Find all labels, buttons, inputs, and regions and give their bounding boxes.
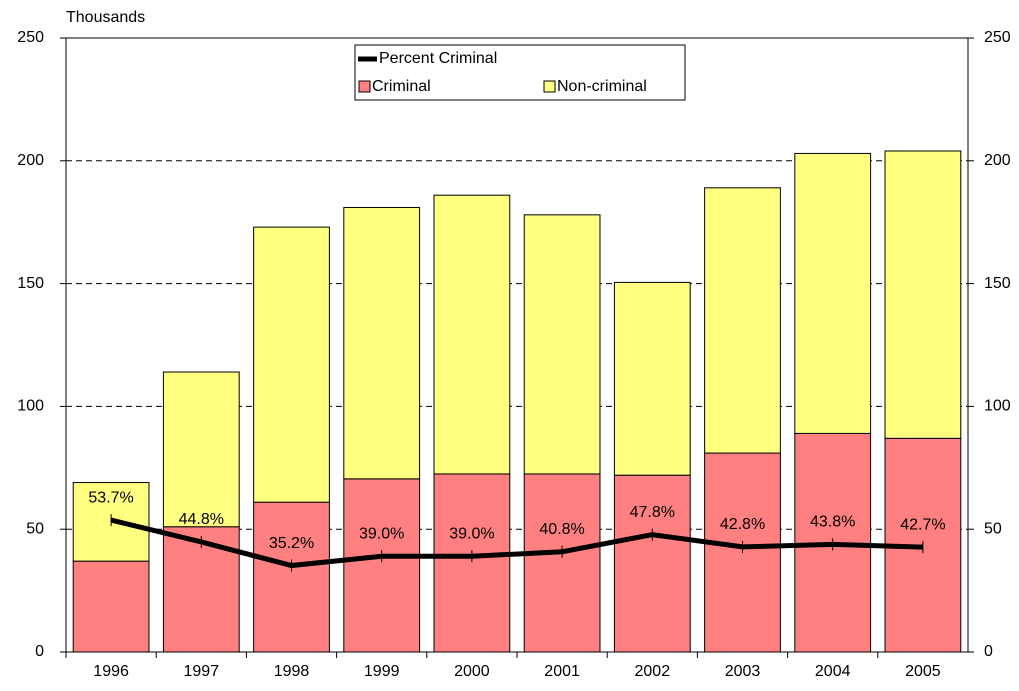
legend-label: Percent Criminal <box>379 50 497 67</box>
y-tick-label: 150 <box>17 275 44 292</box>
data-label: 39.0% <box>359 525 404 542</box>
bar-segment <box>433 473 511 653</box>
legend-label: Criminal <box>372 78 431 95</box>
bar-segment <box>794 152 872 434</box>
bar-segment <box>253 226 330 503</box>
bar-segment <box>613 281 691 476</box>
bar-segment <box>72 560 150 653</box>
x-tick-label: 1996 <box>93 663 129 680</box>
data-label: 43.8% <box>810 514 855 531</box>
x-tick-label: 2004 <box>815 663 851 680</box>
bar-segment <box>433 194 511 475</box>
bar-segment <box>162 371 240 528</box>
y-axis-label: Thousands <box>66 9 145 26</box>
x-tick-label: 2005 <box>905 663 941 680</box>
y2-tick-label: 250 <box>984 29 1011 46</box>
data-label: 47.8% <box>630 504 675 521</box>
y2-tick-label: 150 <box>984 275 1011 292</box>
data-label: 53.7% <box>88 489 133 506</box>
bar-segment <box>343 206 421 480</box>
line <box>110 517 923 569</box>
legend-label: Non-criminal <box>557 78 647 95</box>
x-tick-label: 2003 <box>725 663 761 680</box>
data-label: 39.0% <box>449 525 494 542</box>
y-tick-label: 0 <box>35 643 44 660</box>
bar-segment <box>343 478 421 653</box>
y-tick-label: 100 <box>17 398 44 415</box>
x-tick-label: 2001 <box>544 663 580 680</box>
y2-tick-label: 200 <box>984 152 1011 169</box>
y2-tick-label: 50 <box>984 520 1002 537</box>
legend-box <box>354 44 686 101</box>
bar-segment <box>253 501 330 653</box>
y2-tick-label: 0 <box>984 643 993 660</box>
y-tick-label: 250 <box>17 29 44 46</box>
y-tick-label: 50 <box>26 520 44 537</box>
x-tick-label: 1997 <box>184 663 220 680</box>
data-label: 40.8% <box>539 521 584 538</box>
legend-swatch <box>543 80 556 93</box>
x-tick-label: 2002 <box>635 663 671 680</box>
data-label: 35.2% <box>269 535 314 552</box>
bar-segment <box>613 474 691 653</box>
data-label: 42.8% <box>720 516 765 533</box>
data-label: 44.8% <box>179 511 224 528</box>
bar-segment <box>523 473 601 653</box>
y2-tick-label: 100 <box>984 398 1011 415</box>
bar-segment <box>523 214 601 475</box>
x-tick-label: 1998 <box>274 663 310 680</box>
bar-segment <box>704 187 781 454</box>
data-label: 42.7% <box>900 516 945 533</box>
x-tick-label: 2000 <box>454 663 490 680</box>
y-tick-label: 200 <box>17 152 44 169</box>
legend-swatch <box>358 80 371 93</box>
x-tick-label: 1999 <box>364 663 400 680</box>
bar-segment <box>884 150 962 439</box>
plot-frame <box>65 37 969 653</box>
